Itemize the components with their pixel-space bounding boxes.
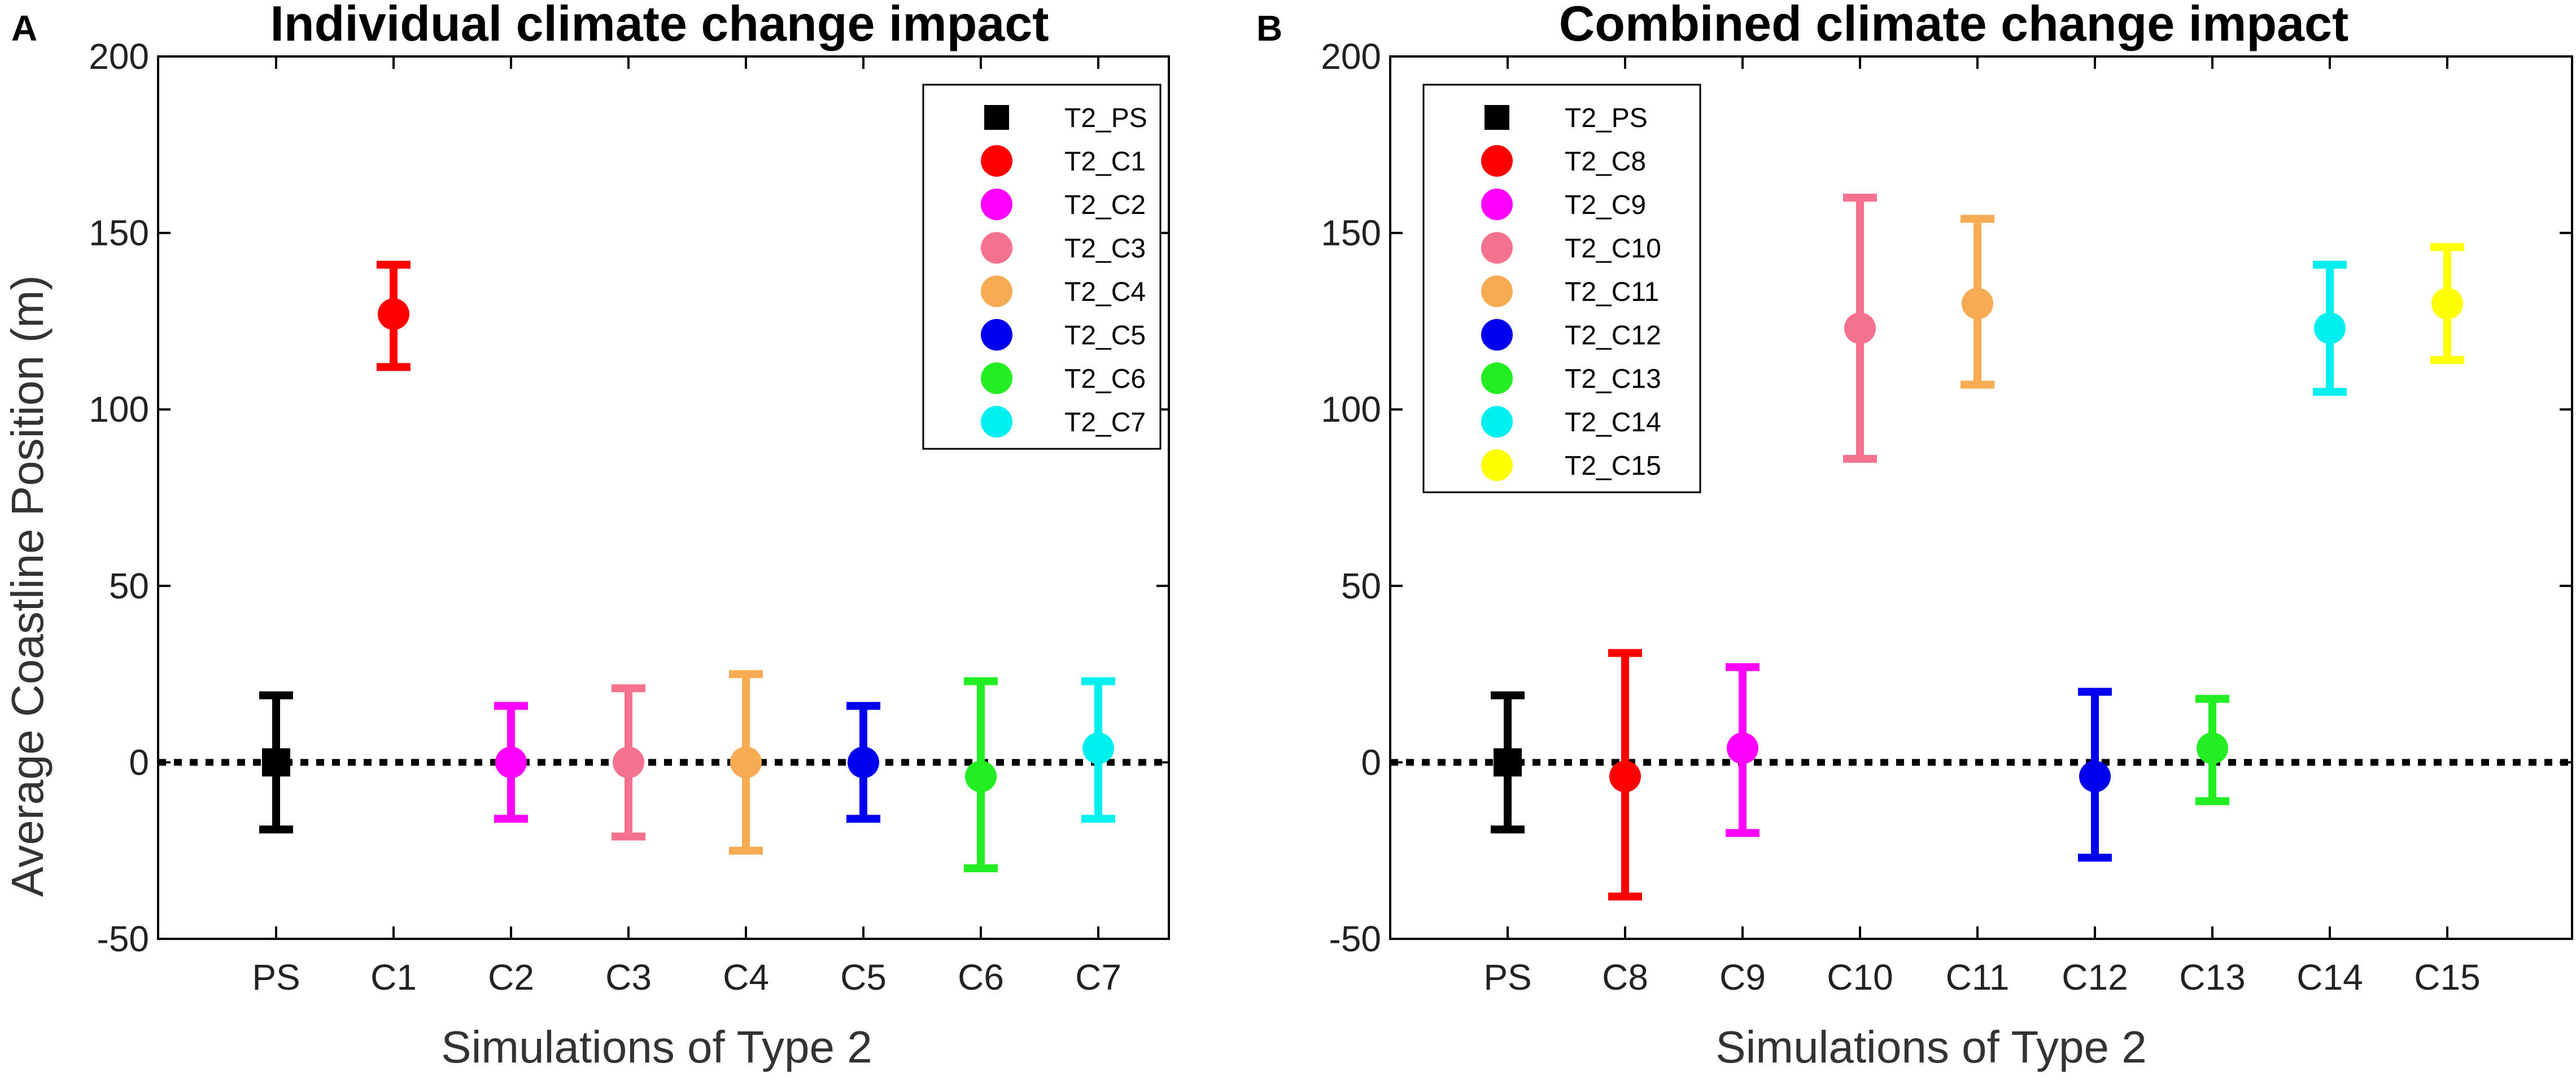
panel-a-legend-label-t2_c3: T2_C3 bbox=[1064, 234, 1146, 264]
panel-b-x-tick-label-c9: C9 bbox=[1719, 957, 1766, 998]
panel-b-legend-swatch-t2_c13 bbox=[1481, 362, 1513, 394]
panel-b-y-tick-label: 200 bbox=[1321, 36, 1381, 77]
panel-a-marker-c7 bbox=[1082, 732, 1114, 764]
panel-a-x-tick-label-c6: C6 bbox=[958, 957, 1004, 998]
panel-a-plot-area: -50 0 50 100 150 200 PS C1 C2 C3 C4 C5 C6 C7 T2_PS T2_C… bbox=[89, 36, 1170, 998]
panel-b-legend-label-t2_ps: T2_PS bbox=[1565, 103, 1648, 133]
panel-a-legend-label-t2_c4: T2_C4 bbox=[1064, 277, 1146, 307]
panel-a-marker-c4 bbox=[730, 746, 762, 779]
panel-a-legend-label-t2_c6: T2_C6 bbox=[1064, 364, 1146, 394]
panel-b-x-tick-label-c12: C12 bbox=[2062, 957, 2128, 998]
panel-b-marker-c11 bbox=[1962, 287, 1993, 320]
panel-b-marker-c9 bbox=[1727, 732, 1758, 764]
panel-b-legend-label-t2_c11: T2_C11 bbox=[1565, 277, 1659, 307]
panel-a-legend-label-t2_c5: T2_C5 bbox=[1064, 321, 1146, 351]
panel-b-legend: T2_PS T2_C8 T2_C9 T2_C10 T2_C11 T2_C12 T2_C13 T… bbox=[1422, 84, 1701, 493]
panel-b-marker-c15 bbox=[2431, 287, 2463, 320]
panel-a-legend-swatch-t2_c4 bbox=[981, 276, 1012, 307]
panel-b-title: Combined climate change impact bbox=[1559, 0, 2349, 51]
panel-b-plot-area: -50 0 50 100 150 200 PS C8 C9 C10 C11 C12 C13 C14 C15 T… bbox=[1321, 36, 2573, 998]
panel-b-marker-c14 bbox=[2314, 312, 2346, 344]
panel-b-legend-label-t2_c8: T2_C8 bbox=[1565, 147, 1646, 177]
panel-b-marker-c10 bbox=[1844, 312, 1876, 344]
panel-b-x-tick-label-c8: C8 bbox=[1602, 957, 1648, 998]
panel-a-legend-label-t2_ps: T2_PS bbox=[1064, 103, 1147, 133]
panel-a-x-axis-label: Simulations of Type 2 bbox=[441, 1022, 872, 1072]
panel-b-legend-swatch-t2_c14 bbox=[1481, 406, 1513, 438]
panel-b-y-tick-label: 0 bbox=[1361, 742, 1381, 782]
panel-b-legend-label-t2_c13: T2_C13 bbox=[1565, 364, 1661, 394]
panel-b-legend-label-t2_c10: T2_C10 bbox=[1565, 234, 1661, 264]
panel-b-x-tick-label-c10: C10 bbox=[1827, 957, 1893, 998]
panel-a-legend-swatch-t2_c2 bbox=[981, 189, 1012, 220]
panel-a-legend-swatch-t2_c3 bbox=[981, 232, 1012, 264]
panel-a: A Individual climate change impact Simul… bbox=[2, 0, 1170, 1072]
panel-b-marker-ps bbox=[1494, 748, 1522, 777]
panel-a-y-tick-label: -50 bbox=[97, 919, 150, 959]
panel-a-x-tick-label-ps: PS bbox=[252, 957, 300, 998]
panel-a-legend: T2_PS T2_C1 T2_C2 T2_C3 T2_C4 T2_C5 T2_C6 T2_C7 bbox=[922, 84, 1162, 450]
panel-b-legend-label-t2_c9: T2_C9 bbox=[1565, 190, 1646, 220]
panel-a-y-tick-label: 50 bbox=[109, 566, 149, 606]
panel-a-letter: A bbox=[11, 8, 37, 49]
panel-b-y-tick-label: 100 bbox=[1321, 389, 1381, 430]
panel-a-x-tick-label-c2: C2 bbox=[488, 957, 534, 998]
panel-a-y-tick-label: 100 bbox=[89, 389, 149, 430]
panel-b-legend-label-t2_c15: T2_C15 bbox=[1565, 451, 1661, 481]
panel-b-legend-swatch-t2_c9 bbox=[1481, 189, 1513, 220]
panel-a-y-axis-label: Average Coastline Position (m) bbox=[2, 275, 53, 897]
panel-a-x-tick-label-c7: C7 bbox=[1075, 957, 1121, 998]
panel-a-legend-swatch-t2_c7 bbox=[981, 406, 1012, 438]
panel-b-legend-label-t2_c14: T2_C14 bbox=[1565, 408, 1661, 438]
panel-b-legend-swatch-t2_c8 bbox=[1481, 145, 1513, 177]
panel-b-x-tick-label-c15: C15 bbox=[2414, 957, 2480, 998]
panel-b-axes-frame bbox=[1389, 55, 2573, 940]
panel-a-y-tick-label: 200 bbox=[89, 36, 149, 77]
panel-a-marker-c3 bbox=[613, 746, 644, 779]
panel-a-marker-ps bbox=[262, 748, 290, 777]
panel-a-title: Individual climate change impact bbox=[270, 0, 1049, 51]
panel-a-legend-box bbox=[922, 84, 1162, 450]
panel-a-y-tick-label: 0 bbox=[129, 742, 149, 782]
panel-a-marker-c2 bbox=[495, 746, 527, 779]
panel-b-x-tick-label-c13: C13 bbox=[2179, 957, 2245, 998]
panel-b-legend-swatch-t2_c10 bbox=[1481, 232, 1513, 264]
panel-b-x-tick-label-ps: PS bbox=[1483, 957, 1531, 998]
panel-b-x-tick-label-c11: C11 bbox=[1946, 957, 2010, 998]
panel-b-y-tick-label: 150 bbox=[1321, 213, 1381, 253]
panel-a-legend-swatch-t2_c5 bbox=[981, 319, 1012, 351]
panel-a-legend-swatch-t2_c6 bbox=[981, 362, 1012, 394]
panel-a-legend-label-t2_c1: T2_C1 bbox=[1064, 147, 1146, 177]
panel-a-legend-swatch-t2_ps bbox=[984, 105, 1009, 130]
panel-a-x-tick-label-c5: C5 bbox=[840, 957, 887, 998]
panel-a-marker-c1 bbox=[378, 298, 409, 330]
panel-b-legend-swatch-t2_c12 bbox=[1481, 319, 1513, 351]
panel-a-x-tick-label-c4: C4 bbox=[723, 957, 769, 998]
panel-b-legend-box bbox=[1422, 84, 1701, 493]
panel-a-x-tick-label-c3: C3 bbox=[605, 957, 652, 998]
panel-a-x-tick-label-c1: C1 bbox=[370, 957, 417, 998]
panel-a-legend-label-t2_c2: T2_C2 bbox=[1064, 190, 1146, 220]
panel-b-legend-swatch-t2_ps bbox=[1485, 105, 1509, 130]
panel-b-marker-c8 bbox=[1609, 760, 1641, 793]
panel-b: B Combined climate change impact Simulat… bbox=[1256, 0, 2573, 1072]
panel-a-axes-frame bbox=[157, 55, 1170, 940]
panel-a-legend-label-t2_c7: T2_C7 bbox=[1064, 408, 1146, 438]
panel-a-marker-c6 bbox=[965, 760, 997, 793]
panel-a-legend-swatch-t2_c1 bbox=[981, 145, 1012, 177]
panel-b-marker-c13 bbox=[2197, 732, 2228, 764]
panel-b-x-tick-label-c14: C14 bbox=[2296, 957, 2363, 998]
panel-a-marker-c5 bbox=[848, 746, 879, 779]
panel-b-y-tick-label: -50 bbox=[1329, 919, 1382, 959]
panel-b-legend-label-t2_c12: T2_C12 bbox=[1565, 321, 1661, 351]
panel-b-x-axis-label: Simulations of Type 2 bbox=[1715, 1022, 2146, 1072]
panel-b-legend-swatch-t2_c15 bbox=[1481, 449, 1513, 481]
panel-a-y-tick-label: 150 bbox=[89, 213, 149, 253]
panel-b-letter: B bbox=[1256, 8, 1282, 49]
panel-b-legend-swatch-t2_c11 bbox=[1481, 276, 1513, 307]
panel-b-y-tick-label: 50 bbox=[1341, 566, 1381, 606]
panel-b-marker-c12 bbox=[2079, 760, 2111, 793]
